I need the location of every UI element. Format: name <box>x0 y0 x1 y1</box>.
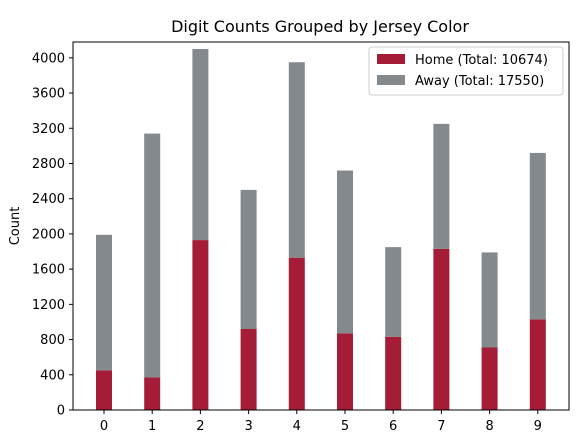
x-axis: 0 1 2 3 4 5 6 7 8 9 <box>100 410 542 434</box>
x-tick-label: 5 <box>341 419 349 434</box>
legend-label: Away (Total: 17550) <box>415 74 544 89</box>
y-axis-label: Count <box>8 207 23 246</box>
y-tick-label: 4000 <box>32 51 65 66</box>
y-tick-label: 2000 <box>32 227 65 242</box>
bar-away-0 <box>96 234 112 371</box>
bar-home-1 <box>144 377 161 410</box>
bar-away-1 <box>144 133 161 378</box>
bar-home-5 <box>337 333 353 410</box>
y-tick-label: 3600 <box>32 87 65 102</box>
bar-away-7 <box>433 123 450 249</box>
bar-away-9 <box>529 152 546 320</box>
bar-away-5 <box>337 170 353 334</box>
bar-home-9 <box>529 319 546 410</box>
bar-away-3 <box>240 189 257 330</box>
y-axis: 0 400 800 1200 1600 2000 2400 2800 3200 3600 4000 <box>32 51 73 419</box>
y-tick-label: 800 <box>40 333 65 348</box>
legend: Home (Total: 10674) Away (Total: 17550) <box>368 46 564 96</box>
y-tick-label: 0 <box>57 404 65 419</box>
bar-away-8 <box>481 252 498 348</box>
x-tick-label: 3 <box>244 419 252 434</box>
bar-away-6 <box>385 247 402 337</box>
x-tick-label: 6 <box>389 419 397 434</box>
y-tick-label: 400 <box>40 368 65 383</box>
x-tick-label: 2 <box>196 419 204 434</box>
y-tick-label: 1200 <box>32 298 65 313</box>
x-tick-label: 8 <box>485 419 493 434</box>
x-tick-label: 7 <box>437 419 445 434</box>
chart-title: Digit Counts Grouped by Jersey Color <box>171 17 469 36</box>
x-tick-label: 4 <box>293 419 301 434</box>
bar-away-4 <box>288 62 305 258</box>
bar-home-4 <box>288 257 305 410</box>
x-tick-label: 1 <box>148 419 156 434</box>
y-tick-label: 2800 <box>32 157 65 172</box>
bar-home-7 <box>433 248 450 410</box>
legend-swatch <box>377 75 405 85</box>
y-tick-label: 1600 <box>32 263 65 278</box>
bar-home-8 <box>481 347 498 410</box>
bar-home-2 <box>192 240 209 410</box>
legend-swatch <box>377 54 405 64</box>
bar-home-0 <box>96 370 112 410</box>
legend-label: Home (Total: 10674) <box>415 53 548 68</box>
x-tick-label: 9 <box>534 419 542 434</box>
bars-layer <box>96 49 546 410</box>
y-tick-label: 2400 <box>32 192 65 207</box>
bar-away-2 <box>192 49 209 241</box>
y-tick-label: 3200 <box>32 122 65 137</box>
plot-area-frame <box>72 41 570 411</box>
x-tick-label: 0 <box>100 419 108 434</box>
bar-home-6 <box>385 336 402 410</box>
bar-home-3 <box>240 329 257 410</box>
legend-box <box>368 46 564 96</box>
